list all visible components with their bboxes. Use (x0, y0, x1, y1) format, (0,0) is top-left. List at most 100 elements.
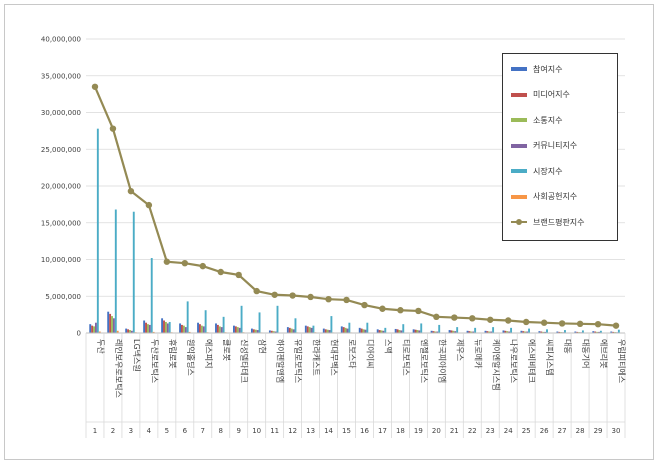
bar-소통지수-14 (326, 329, 329, 333)
bar-시장지수-22 (474, 327, 477, 333)
bar-커뮤니티지수-11 (274, 331, 277, 333)
bar-참여지수-13 (304, 325, 307, 333)
bar-커뮤니티지수-4 (148, 324, 151, 333)
legend-label: 사회공헌지수 (533, 192, 578, 201)
bar-series (89, 128, 622, 333)
x-rank-label: 22 (468, 427, 477, 435)
x-category-label: 에스비비테크 (527, 339, 536, 383)
x-rank-label: 2 (111, 427, 115, 435)
y-axis-ticks: 0 5,000,000 10,000,000 15,000,000 20,000,000… (41, 36, 81, 338)
x-category-label: 나우로보틱스 (509, 339, 519, 383)
brand-index-point-28 (576, 320, 584, 328)
bar-미디어지수-15 (342, 327, 345, 333)
bar-소통지수-16 (362, 329, 365, 333)
x-rank-label: 12 (288, 427, 297, 435)
bar-참여지수-10 (250, 328, 253, 333)
bar-참여지수-11 (268, 330, 271, 333)
bar-커뮤니티지수-15 (346, 328, 349, 333)
x-rank-label: 1 (93, 427, 97, 435)
brand-index-point-15 (343, 296, 350, 304)
legend-label: 미디어지수 (533, 90, 570, 99)
bar-커뮤니티지수-23 (490, 331, 493, 333)
brand-index-point-25 (522, 318, 530, 326)
brand-index-point-29 (594, 320, 602, 328)
bar-미디어지수-13 (306, 326, 309, 333)
bar-시장지수-12 (294, 318, 297, 333)
brand-index-point-13 (307, 293, 314, 301)
brand-reputation-chart: 0 5,000,000 10,000,000 15,000,000 20,000,000… (41, 36, 627, 438)
brand-index-point-6 (181, 259, 189, 267)
bar-커뮤니티지수-7 (202, 326, 205, 333)
bar-시장지수-30 (617, 329, 620, 333)
brand-index-point-19 (415, 307, 422, 315)
bar-참여지수-9 (233, 325, 235, 333)
bar-시장지수-6 (186, 301, 189, 333)
x-category-label: 대동기어 (581, 339, 591, 368)
x-rank-label: 28 (576, 427, 585, 435)
bar-시장지수-17 (384, 327, 387, 333)
legend-swatch (511, 169, 527, 173)
x-rank-label: 18 (396, 427, 405, 435)
bar-커뮤니티지수-8 (220, 327, 223, 333)
bar-소통지수-23 (488, 331, 491, 333)
brand-index-point-3 (127, 187, 135, 195)
bar-미디어지수-4 (145, 322, 147, 333)
bar-시장지수-4 (150, 258, 153, 333)
x-rank-label: 6 (183, 427, 188, 435)
bar-커뮤니티지수-13 (310, 327, 313, 333)
x-axis-grid (85, 333, 626, 438)
bar-커뮤니티지수-24 (508, 331, 511, 333)
brand-index-point-14 (325, 295, 332, 303)
bar-시장지수-15 (348, 322, 351, 333)
bar-시장지수-11 (276, 305, 279, 333)
bar-소통지수-26 (542, 331, 545, 333)
bar-참여지수-19 (412, 329, 415, 333)
bar-참여지수-20 (430, 330, 433, 333)
x-category-label: LG넥스원 (132, 339, 142, 372)
chart-legend: 참여지수 미디어지수 소통지수 커뮤니티지수 시장지수 사회공헌지수 브랜드평판지수 (502, 53, 618, 241)
x-category-label: 신성델타테크 (240, 339, 249, 383)
y-tick-label: 5,000,000 (45, 293, 81, 301)
bar-미디어지수-14 (324, 329, 327, 333)
x-rank-label: 17 (378, 427, 387, 435)
bar-미디어지수-10 (252, 329, 255, 333)
bar-시장지수-23 (492, 327, 495, 333)
bar-미디어지수-5 (163, 320, 165, 333)
bar-시장지수-18 (402, 324, 405, 333)
bar-미디어지수-23 (486, 331, 489, 333)
legend-label: 커뮤니티지수 (533, 141, 578, 150)
brand-index-point-21 (451, 314, 458, 321)
x-rank-label: 19 (414, 427, 423, 435)
bar-시장지수-20 (438, 324, 441, 333)
bar-시장지수-8 (222, 316, 225, 333)
brand-index-point-1 (91, 83, 99, 90)
brand-index-point-24 (505, 317, 512, 324)
brand-index-point-9 (235, 271, 242, 279)
bar-참여지수-16 (358, 327, 361, 333)
bar-참여지수-24 (502, 330, 505, 333)
x-rank-label: 3 (129, 427, 133, 435)
brand-index-point-17 (379, 305, 386, 312)
bar-미디어지수-27 (558, 331, 561, 333)
brand-index-point-30 (612, 322, 620, 329)
bar-참여지수-21 (448, 330, 451, 333)
bar-참여지수-6 (179, 323, 182, 333)
brand-index-point-18 (397, 307, 404, 314)
bar-참여지수-14 (322, 328, 325, 333)
bar-미디어지수-2 (109, 313, 112, 333)
x-category-label: 뉴로메카 (473, 339, 482, 369)
x-category-label: 대동 (563, 339, 572, 354)
legend-label: 소통지수 (533, 115, 563, 125)
x-category-label: 한라캐스트 (312, 339, 321, 376)
bar-소통지수-25 (524, 331, 527, 333)
x-category-label: 우림피티에스 (617, 339, 627, 383)
brand-index-point-26 (540, 319, 548, 326)
bar-커뮤니티지수-9 (238, 327, 241, 333)
bar-소통지수-13 (308, 327, 311, 333)
x-category-label: 클로봇 (222, 339, 231, 361)
brand-index-point-27 (558, 320, 566, 327)
bar-소통지수-21 (452, 330, 455, 333)
x-rank-label: 24 (504, 427, 513, 435)
bar-커뮤니티지수-12 (292, 329, 295, 333)
bar-미디어지수-21 (450, 330, 453, 333)
